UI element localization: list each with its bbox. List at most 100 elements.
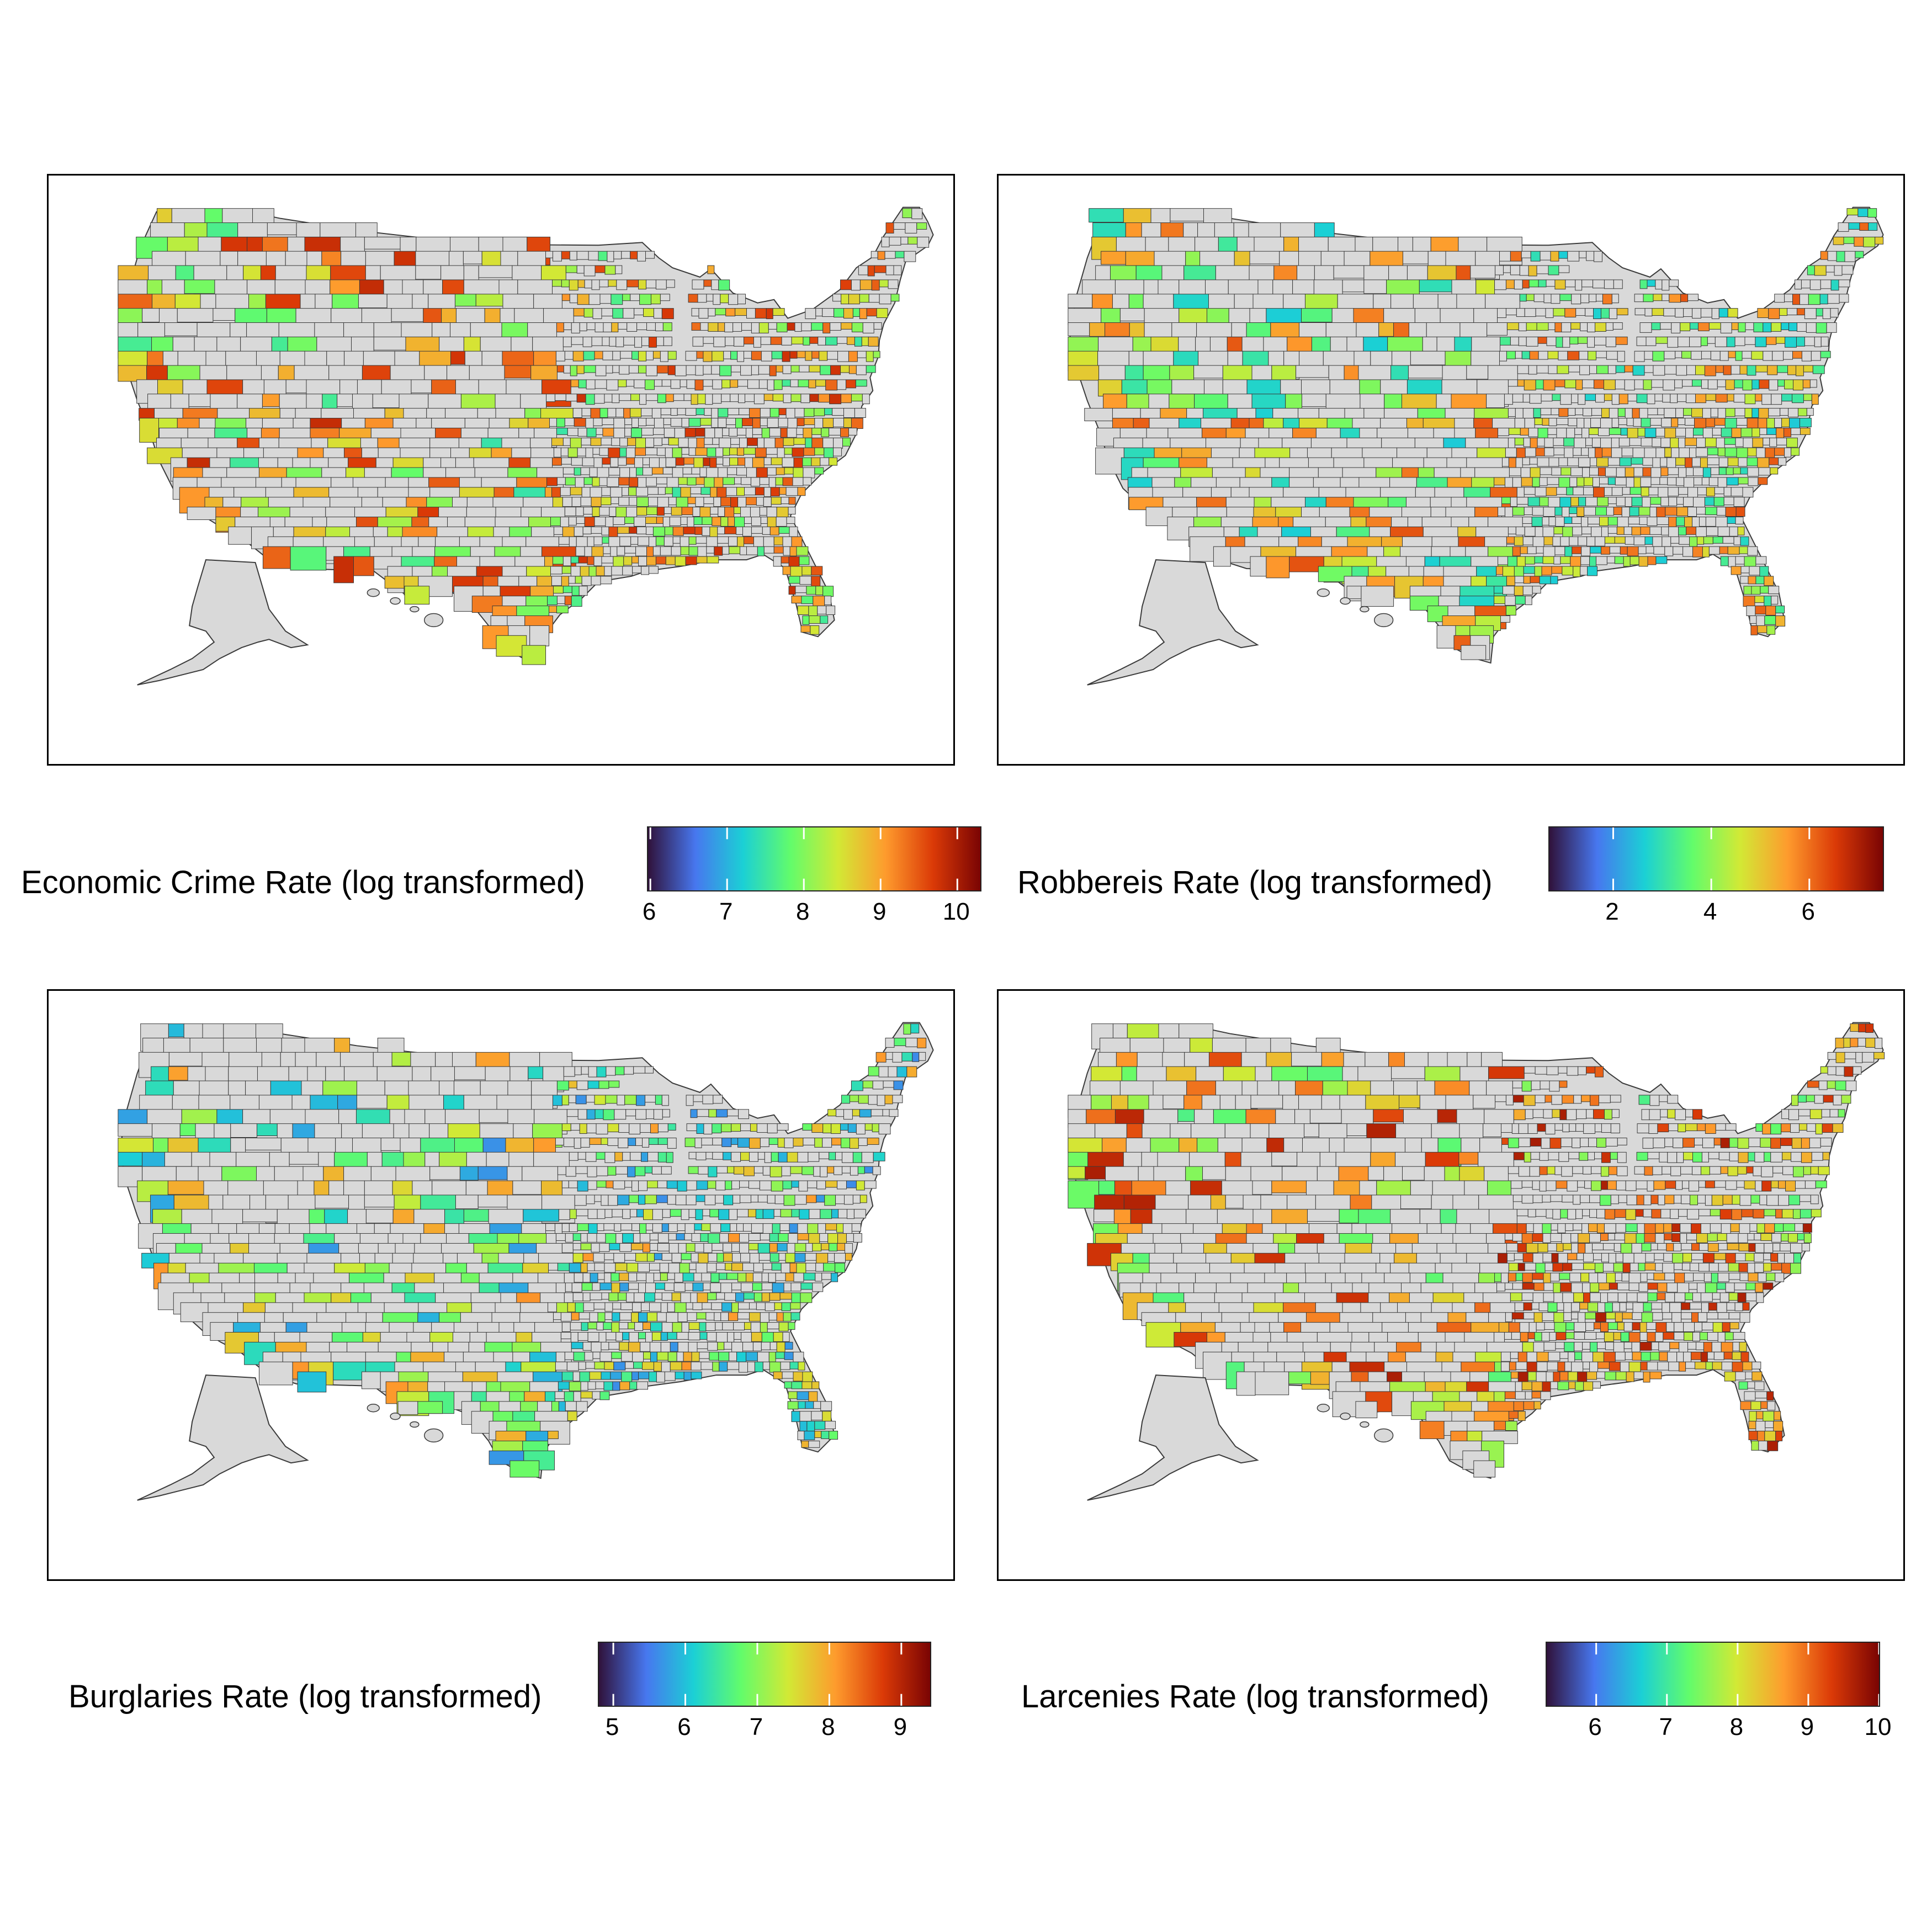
county — [721, 1138, 732, 1147]
county — [1581, 1095, 1591, 1102]
county — [570, 566, 581, 577]
county — [164, 322, 198, 336]
county — [1708, 546, 1720, 555]
county — [1535, 1066, 1547, 1075]
county — [594, 1095, 606, 1105]
county — [661, 1361, 671, 1373]
county — [734, 1166, 745, 1175]
county — [699, 1351, 710, 1359]
county — [1512, 1233, 1522, 1241]
county — [689, 1262, 697, 1270]
county — [1514, 566, 1524, 577]
county — [1702, 467, 1711, 478]
county — [1655, 279, 1663, 290]
county — [1750, 1195, 1760, 1204]
county — [1615, 379, 1625, 390]
county — [452, 1052, 476, 1068]
county — [1638, 1262, 1646, 1271]
county — [1634, 1166, 1645, 1175]
county — [755, 447, 767, 458]
county — [184, 279, 215, 294]
county — [892, 1095, 903, 1103]
county — [1747, 447, 1757, 457]
county — [1585, 497, 1598, 507]
county — [1681, 1195, 1691, 1204]
county — [801, 1440, 809, 1448]
county — [1601, 1151, 1611, 1163]
county — [552, 556, 564, 565]
county — [1763, 322, 1772, 332]
county — [564, 1292, 574, 1303]
county — [753, 1166, 763, 1174]
county — [1804, 1180, 1816, 1189]
county — [864, 1123, 873, 1131]
county — [478, 379, 507, 395]
county — [1560, 556, 1571, 564]
county — [579, 1371, 590, 1382]
county — [1781, 394, 1793, 402]
county — [1616, 526, 1625, 535]
county — [846, 1180, 857, 1188]
county — [638, 279, 647, 290]
county — [725, 1180, 733, 1190]
county — [808, 606, 818, 617]
county — [477, 1195, 508, 1208]
county — [782, 1371, 794, 1379]
county — [724, 507, 735, 518]
county — [1671, 418, 1679, 427]
county — [1558, 408, 1569, 417]
county — [1701, 477, 1710, 486]
county — [1701, 1151, 1709, 1163]
county — [1867, 208, 1877, 218]
county — [778, 1233, 789, 1242]
county — [618, 379, 627, 388]
county — [762, 1166, 771, 1176]
county — [1571, 1282, 1583, 1294]
county — [1527, 546, 1537, 554]
county — [791, 536, 803, 548]
county — [1647, 556, 1657, 565]
county — [1504, 596, 1516, 606]
county — [1537, 457, 1549, 467]
county — [1770, 1151, 1783, 1163]
county — [1696, 536, 1704, 545]
county — [1591, 526, 1602, 537]
county — [667, 1302, 675, 1313]
county — [1516, 556, 1526, 567]
county — [592, 477, 600, 487]
county — [1774, 418, 1782, 428]
county — [682, 1272, 694, 1282]
county — [608, 536, 620, 548]
county — [784, 447, 793, 455]
county — [177, 308, 214, 323]
county — [853, 1209, 866, 1219]
county — [1586, 536, 1596, 546]
county — [1561, 1233, 1572, 1244]
county — [545, 1391, 555, 1402]
county — [1550, 251, 1559, 262]
county — [767, 1322, 779, 1330]
county — [1634, 351, 1645, 362]
county — [668, 497, 677, 506]
county — [738, 394, 746, 404]
county — [1524, 418, 1535, 429]
county — [691, 1233, 701, 1242]
county — [1667, 1095, 1679, 1104]
county — [1530, 1151, 1540, 1160]
county — [1810, 1195, 1819, 1204]
county — [1514, 1252, 1524, 1260]
county — [714, 546, 723, 556]
county — [1714, 487, 1724, 495]
county — [561, 1322, 571, 1333]
county — [1271, 1180, 1307, 1193]
county — [622, 487, 629, 496]
county — [220, 251, 238, 266]
county — [1588, 1138, 1597, 1147]
county — [1638, 546, 1647, 554]
county — [1717, 1233, 1727, 1241]
county — [587, 1080, 599, 1089]
county — [731, 1262, 744, 1271]
county — [1529, 394, 1542, 404]
county — [572, 1243, 581, 1250]
county — [656, 517, 664, 524]
